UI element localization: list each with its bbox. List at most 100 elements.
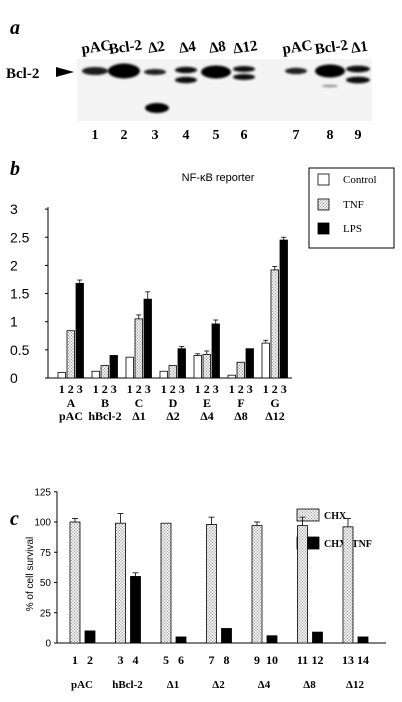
bar [357, 636, 369, 644]
group-name: Δ1 [167, 679, 179, 691]
group-name: Δ8 [234, 409, 248, 423]
group-letter: A [67, 396, 76, 410]
bar-number: 2 [136, 382, 142, 396]
bar-number: 2 [272, 382, 278, 396]
bar-number: 2 [238, 382, 244, 396]
bar [251, 525, 263, 644]
bar-number: 1 [195, 382, 201, 396]
lane-label: Δ2 [147, 39, 166, 57]
bar-number: 8 [224, 653, 230, 667]
legend-label: LPS [343, 223, 362, 235]
lane-number: 2 [121, 128, 128, 143]
bar-number: 12 [312, 653, 324, 667]
y-tick-label: 50 [40, 578, 52, 589]
bar-number: 6 [178, 653, 184, 667]
lane-number: 7 [293, 128, 300, 143]
bar [227, 374, 236, 379]
bar [175, 636, 187, 644]
bar [168, 365, 177, 379]
lane-number: 3 [152, 128, 159, 143]
bar [236, 361, 245, 379]
group-letter: B [101, 396, 109, 410]
bar [177, 348, 186, 379]
bar-number: 9 [254, 653, 260, 667]
group-name: hBcl-2 [88, 409, 121, 423]
bar-number: 1 [263, 382, 269, 396]
bar-number: 13 [342, 653, 354, 667]
bar [193, 355, 202, 379]
bar [84, 630, 96, 644]
bar-number: 1 [93, 382, 99, 396]
legend-label: TNF [343, 199, 364, 211]
bar [125, 356, 134, 379]
legend-swatch [317, 222, 330, 235]
bar [297, 525, 308, 644]
bar-number: 4 [133, 653, 139, 667]
bar [202, 353, 211, 379]
lane-label: Δ12 [232, 38, 258, 57]
bar-number: 1 [59, 382, 65, 396]
bar [91, 370, 100, 379]
bar-number: 1 [161, 382, 167, 396]
band-arrow-icon [56, 67, 74, 77]
bar [312, 631, 323, 644]
bar [342, 526, 354, 644]
group-name: Δ2 [166, 409, 180, 423]
legend-swatch [317, 198, 330, 211]
bar-number: 10 [266, 653, 278, 667]
lane-number: 4 [183, 128, 190, 143]
bar-number: 1 [127, 382, 133, 396]
bar-number: 1 [229, 382, 235, 396]
chart-b-title: NF-κB reporter [182, 172, 255, 184]
bar [75, 283, 84, 379]
group-letter: G [270, 396, 279, 410]
bar [69, 521, 81, 644]
bar-number: 2 [87, 653, 93, 667]
bar-number: 2 [170, 382, 176, 396]
bar-number: 3 [118, 653, 124, 667]
lane-label: Δ4 [178, 39, 197, 57]
bar [270, 269, 279, 379]
panel-a-label: a [10, 17, 20, 39]
legend-swatch [317, 173, 330, 186]
group-name: Δ8 [303, 679, 316, 691]
legend-label: Control [343, 174, 377, 186]
lane-label: pAC [281, 38, 313, 58]
group-letter: E [203, 396, 211, 410]
y-tick-label: 2 [10, 257, 18, 273]
bar-number: 3 [77, 382, 83, 396]
group-name: Δ1 [132, 409, 146, 423]
bcl2-row-label: Bcl-2 [6, 66, 39, 82]
group-letter: C [135, 396, 144, 410]
bar-number: 3 [179, 382, 185, 396]
lane-number: 9 [355, 128, 362, 143]
group-name: Δ4 [258, 679, 271, 691]
lane-number: 6 [241, 128, 248, 143]
bar [159, 370, 168, 379]
y-tick-label: 1.5 [10, 286, 30, 302]
bar-number: 3 [281, 382, 287, 396]
bar-number: 11 [297, 653, 308, 667]
bar-number: 14 [357, 653, 369, 667]
bar-number: 7 [209, 653, 215, 667]
bar-number: 3 [111, 382, 117, 396]
blot-bands [82, 63, 370, 113]
panel-c-label: c [10, 508, 19, 530]
bar-number: 3 [247, 382, 253, 396]
bar-number: 2 [204, 382, 210, 396]
group-name: pAC [71, 679, 93, 691]
bar-number: 3 [213, 382, 219, 396]
bar-number: 1 [72, 653, 78, 667]
y-tick-label: 0.5 [10, 342, 30, 358]
panel-b-label: b [10, 158, 20, 180]
bar-number: 5 [163, 653, 169, 667]
bar [206, 524, 217, 644]
lane-number: 1 [92, 128, 99, 143]
lane-label: Bcl-2 [314, 38, 349, 58]
y-tick-label: 1 [10, 314, 18, 330]
bar [279, 239, 288, 379]
lane-label: Δ1 [350, 39, 369, 57]
